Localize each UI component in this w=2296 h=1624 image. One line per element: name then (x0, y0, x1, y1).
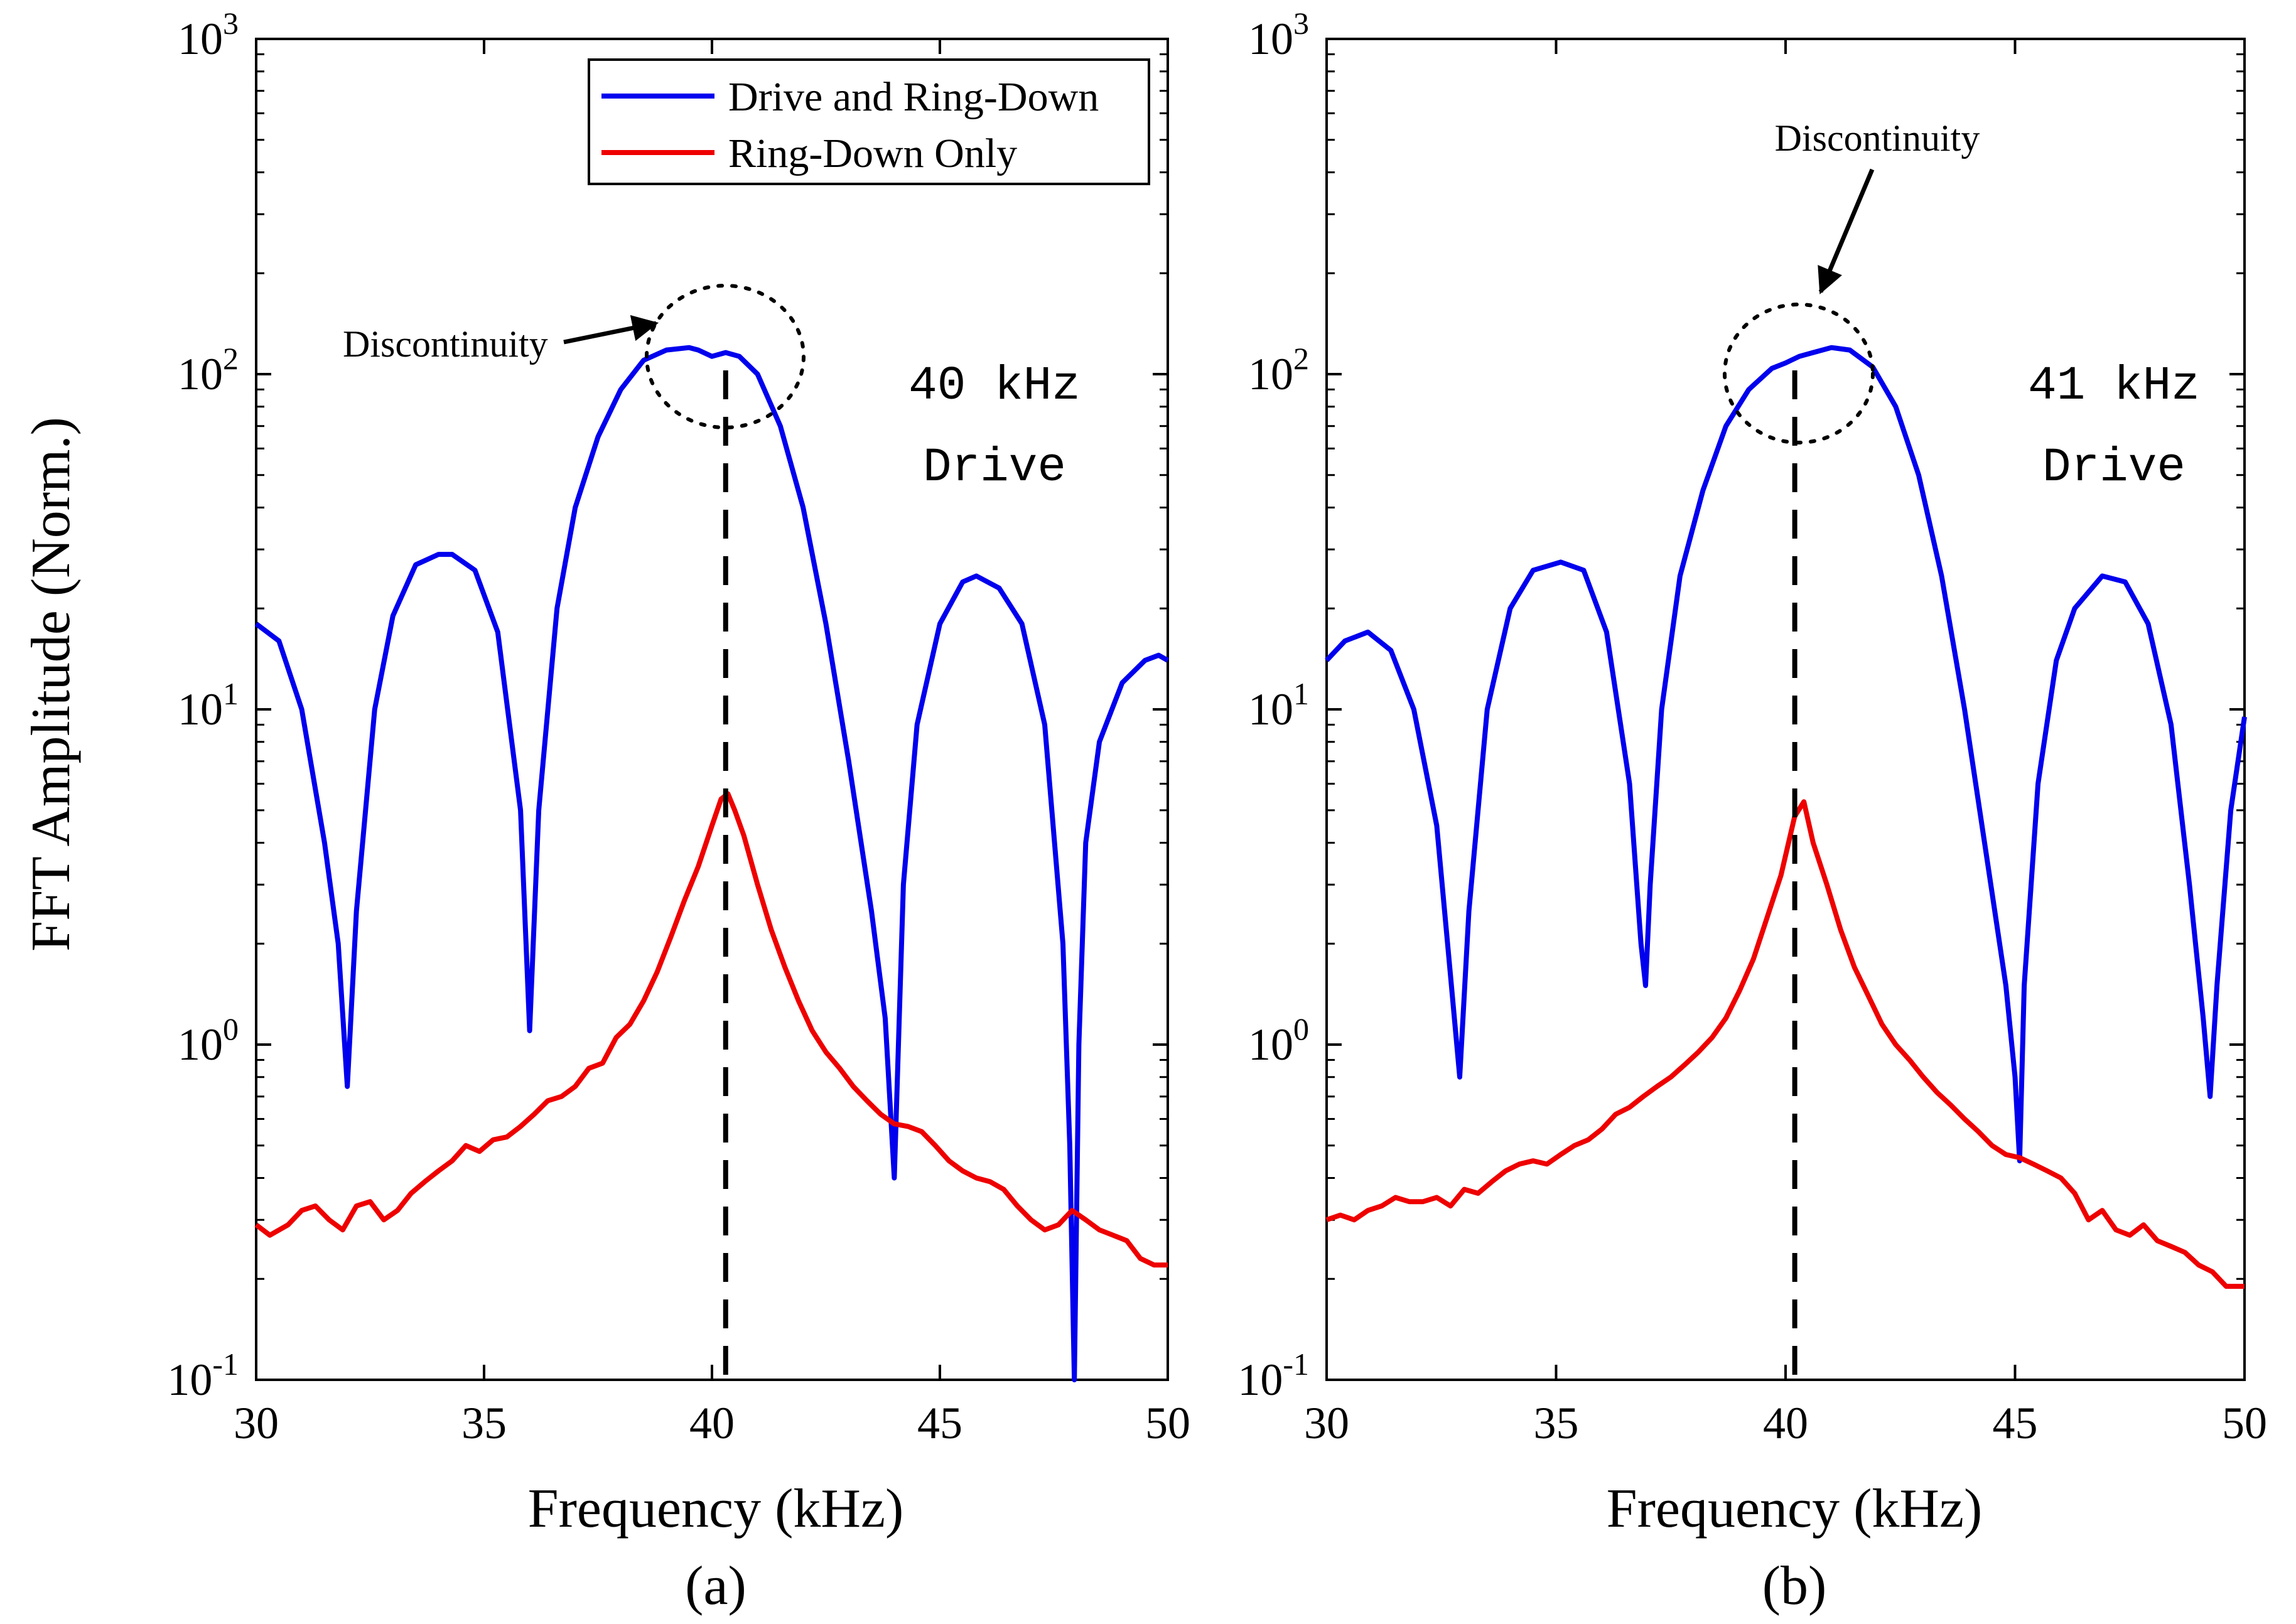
panel-b: 30 35 40 45 50 10-1 100 101 102 103 Discontinuity 4… (1237, 6, 2267, 1448)
panel-b-series-drive (1325, 345, 2247, 1164)
panel-b-drive-label-line: 41 kHz (2028, 359, 2200, 413)
panel-b-xtick-label: 40 (1763, 1398, 1808, 1448)
legend-box (588, 58, 1150, 185)
panel-b-ytick-label: 10-1 (1237, 1347, 1309, 1405)
panel-b-label: (b) (1762, 1556, 1827, 1616)
panel-b-ytick-label: 103 (1248, 6, 1309, 64)
panel-a-ytick-label: 10-1 (167, 1347, 239, 1405)
panel-b-xlabel: Frequency (kHz) (1607, 1478, 1983, 1539)
legend-ringdown-label: Ring-Down Only (728, 131, 1017, 176)
panel-a-xtick-label: 35 (461, 1398, 507, 1448)
panel-a-ytick-label: 101 (178, 676, 239, 734)
panel-b-ytick-label: 102 (1248, 341, 1309, 399)
panel-a-ytick-label: 103 (178, 6, 239, 64)
panel-a-ytick-label: 102 (178, 341, 239, 399)
panel-b-axes-box (1325, 38, 2246, 1381)
panel-a-xtick-label: 45 (917, 1398, 962, 1448)
legend-drive-label: Drive and Ring-Down (728, 74, 1099, 120)
legend: Drive and Ring-Down Ring-Down Only (588, 58, 1150, 185)
panel-a-ytick-label: 100 (178, 1011, 239, 1070)
panel-b-drive-label-line: Drive (2042, 441, 2186, 495)
panel-a-annotation-label: Discontinuity (343, 323, 548, 365)
panel-a-drive-label-line: Drive (923, 441, 1066, 495)
panel-a-axes-box (255, 38, 1169, 1381)
panel-a-discontinuity-circle (645, 284, 806, 429)
panel-b-annotation-arrow (1818, 168, 1875, 294)
panel-b-xtick-label: 30 (1304, 1398, 1349, 1448)
panel-a-label: (a) (685, 1556, 746, 1616)
panel-a-xtick-label: 50 (1145, 1398, 1190, 1448)
panel-a-xlabel: Frequency (kHz) (528, 1478, 904, 1539)
panel-a-xtick-label: 30 (234, 1398, 279, 1448)
panel-b-ytick-label: 100 (1248, 1011, 1309, 1070)
panel-b-ytick-label: 101 (1248, 676, 1309, 734)
panel-b-xtick-label: 45 (1993, 1398, 2038, 1448)
panel-b-annotation-label: Discontinuity (1775, 117, 1980, 159)
panel-b-xtick-label: 35 (1534, 1398, 1579, 1448)
panel-a-series-ringdown (254, 791, 1168, 1268)
panel-a-xtick-label: 40 (689, 1398, 735, 1448)
y-axis-label: FFT Amplitude (Norm.) (21, 417, 82, 952)
panel-a-annotation-arrow (563, 315, 659, 345)
panel-b-discontinuity-circle (1723, 303, 1875, 444)
panel-a: 30 35 40 45 50 10-1 100 101 102 103 Discontinuity 4… (167, 6, 1190, 1448)
panel-b-series-ringdown (1325, 799, 2245, 1289)
panel-b-xtick-label: 50 (2222, 1398, 2267, 1448)
panel-a-drive-label-line: 40 kHz (908, 359, 1081, 413)
panel-a-series-drive (254, 345, 1169, 1382)
